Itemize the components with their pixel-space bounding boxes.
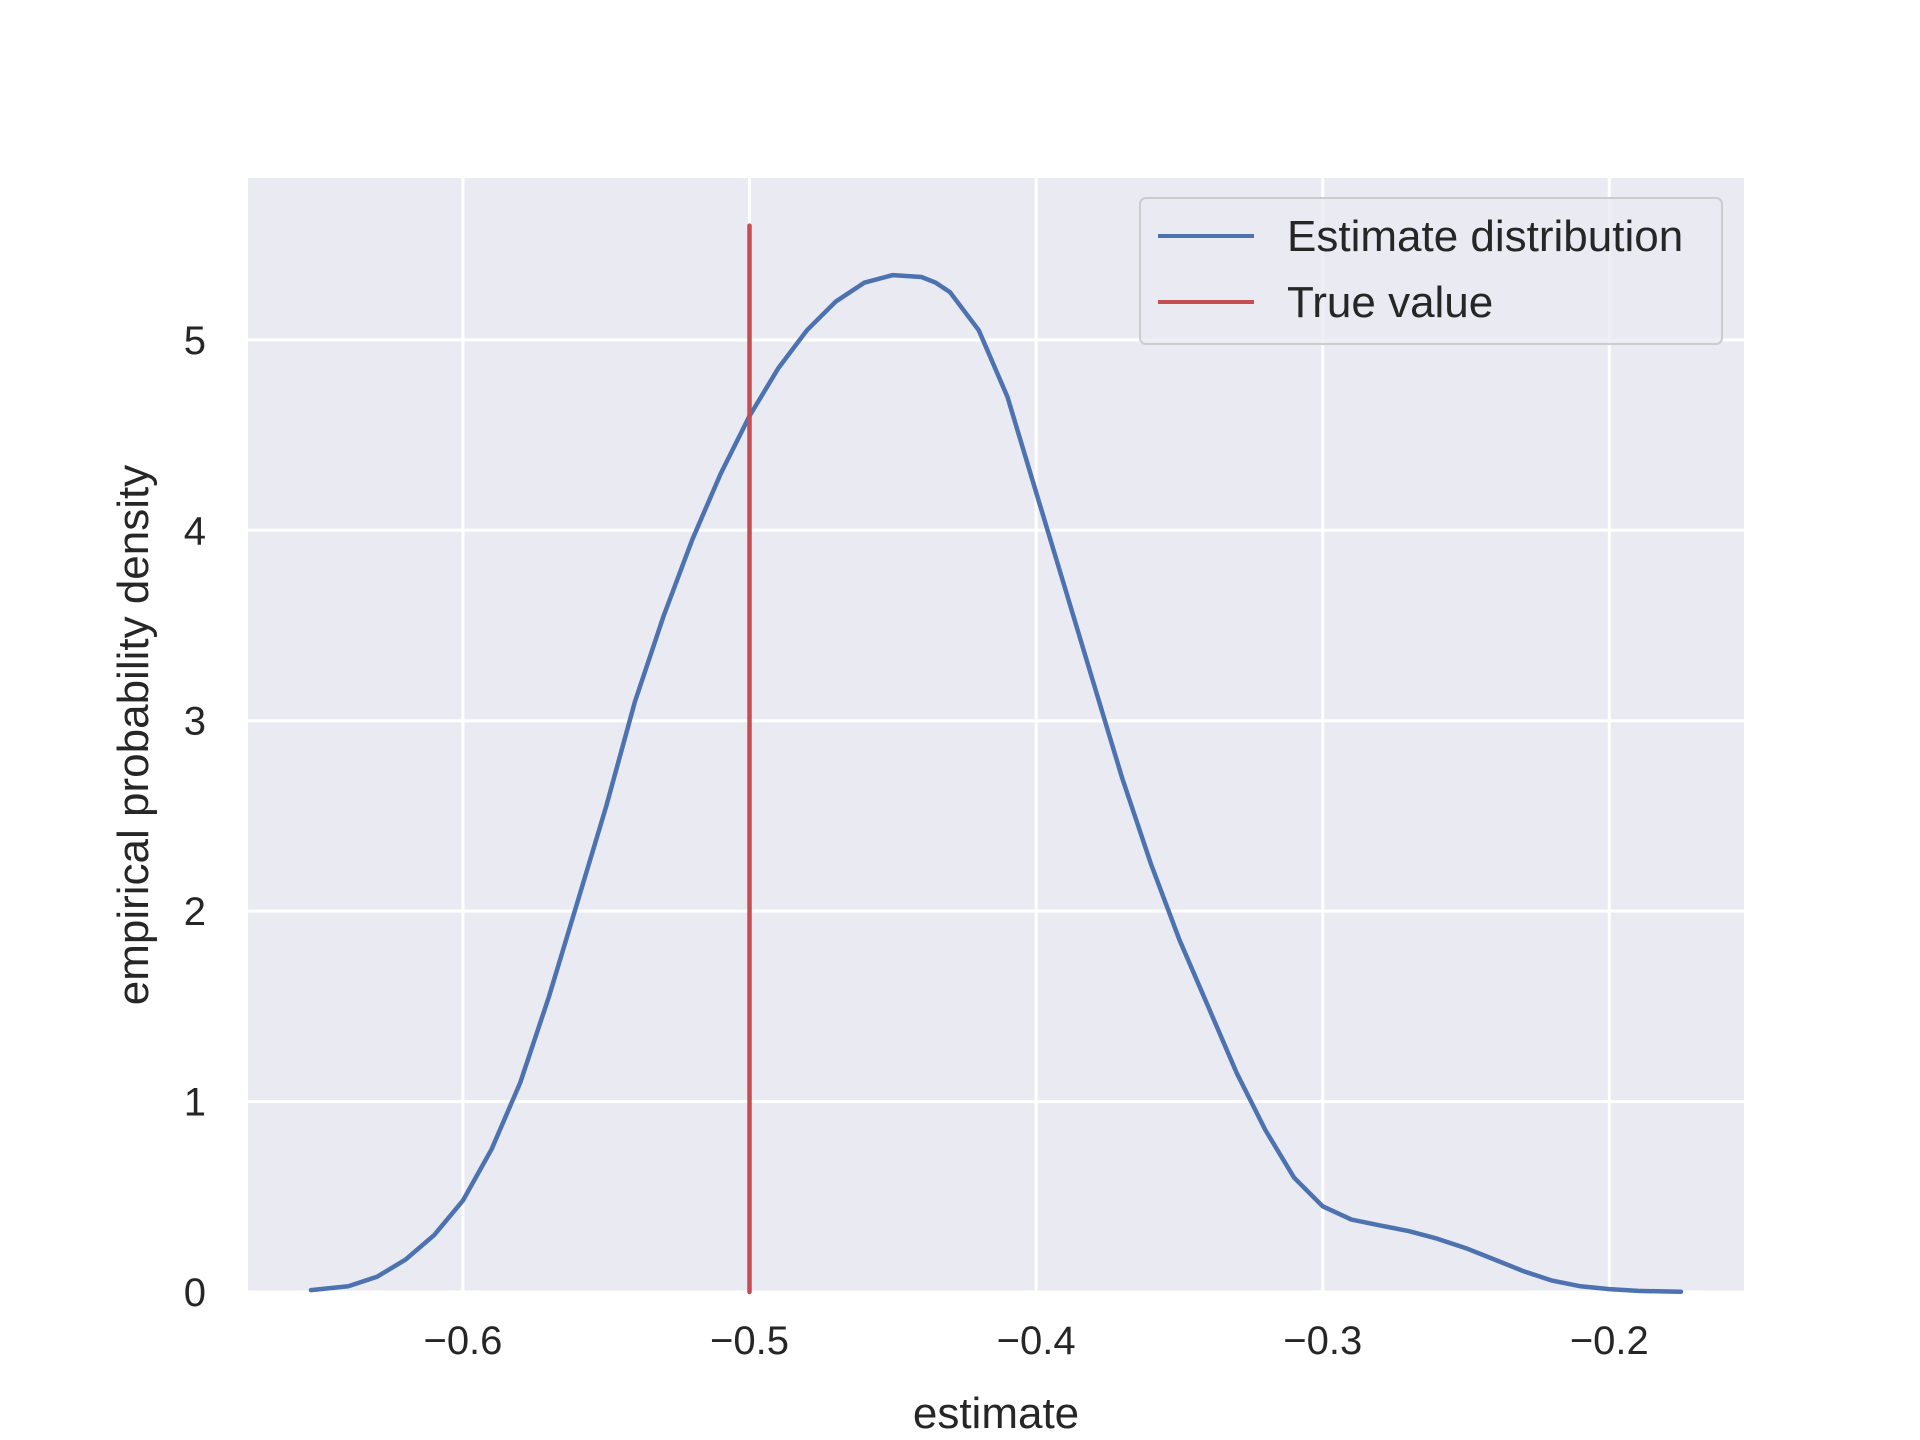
y-tick-label-4: 4 — [184, 509, 206, 553]
y-tick-label-3: 3 — [184, 700, 206, 744]
x-tick-label-0-6: −0.6 — [423, 1319, 502, 1363]
legend-label-true-value: True value — [1287, 278, 1493, 327]
x-tick-label-0-4: −0.4 — [997, 1319, 1076, 1363]
legend: Estimate distribution True value — [1139, 197, 1723, 345]
x-tick-label-0-5: −0.5 — [710, 1319, 789, 1363]
y-tick-label-1: 1 — [184, 1081, 206, 1125]
legend-box — [1139, 197, 1723, 345]
y-axis-label: empirical probability density — [109, 465, 158, 1005]
plot-area — [248, 178, 1744, 1292]
y-tick-label-2: 2 — [184, 890, 206, 934]
x-axis-label: estimate — [913, 1389, 1079, 1438]
series-layer — [308, 223, 1684, 1295]
tick-labels: −0.6 −0.5 −0.4 −0.3 −0.2 0 1 2 3 4 5 — [184, 319, 1649, 1363]
x-tick-label-0-3: −0.3 — [1283, 1319, 1362, 1363]
y-tick-label-5: 5 — [184, 319, 206, 363]
x-tick-label-0-2: −0.2 — [1570, 1319, 1649, 1363]
y-tick-label-0: 0 — [184, 1271, 206, 1315]
series-line-estimate-distribution — [308, 272, 1684, 1295]
legend-label-estimate-distribution: Estimate distribution — [1287, 212, 1683, 261]
